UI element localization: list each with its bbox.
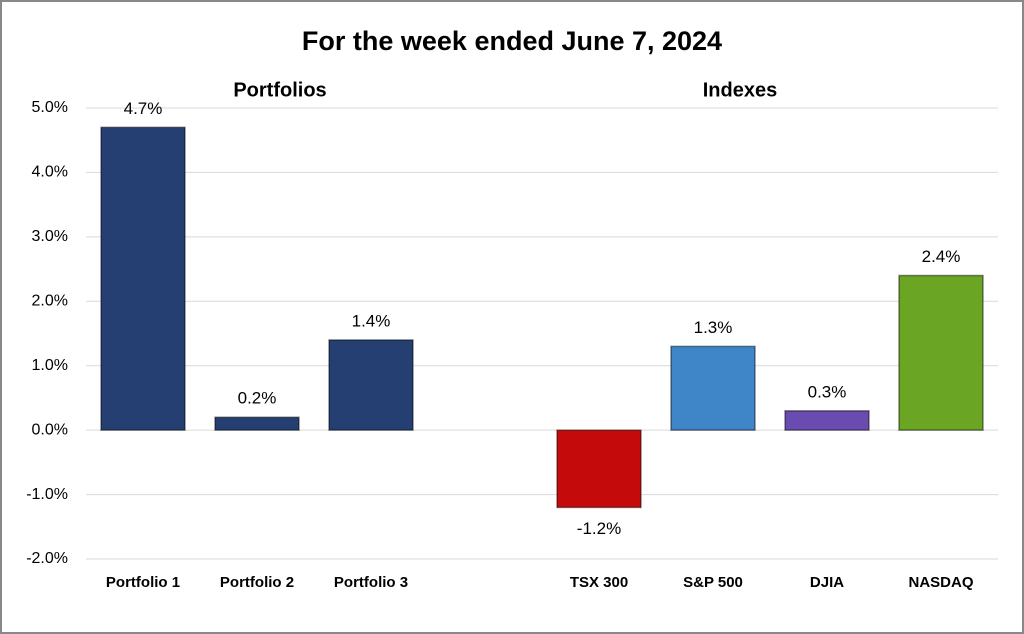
- x-tick-label: TSX 300: [570, 574, 628, 591]
- bar: [214, 416, 300, 431]
- chart-title: For the week ended June 7, 2024: [302, 26, 722, 56]
- x-tick-label: Portfolio 1: [106, 574, 180, 591]
- y-tick-label: -1.0%: [26, 486, 68, 503]
- value-label: -1.2%: [577, 519, 621, 538]
- bar: [898, 274, 984, 431]
- y-tick-label: 5.0%: [32, 99, 68, 116]
- value-label: 0.2%: [238, 389, 277, 408]
- y-tick-label: 4.0%: [32, 164, 68, 181]
- y-tick-label: 0.0%: [32, 421, 68, 438]
- x-tick-label: Portfolio 2: [220, 574, 294, 591]
- bar: [556, 429, 642, 509]
- y-tick-label: 1.0%: [32, 357, 68, 374]
- bar: [328, 339, 414, 431]
- value-label: 2.4%: [922, 247, 961, 266]
- bar: [100, 126, 186, 431]
- x-tick-label: NASDAQ: [908, 574, 973, 591]
- value-label: 1.3%: [694, 318, 733, 337]
- value-label: 4.7%: [124, 99, 163, 118]
- bar: [670, 345, 756, 431]
- bar: [784, 410, 870, 431]
- annotation: Portfolios: [233, 79, 326, 101]
- x-tick-label: Portfolio 3: [334, 574, 408, 591]
- value-label: 1.4%: [352, 311, 391, 330]
- x-tick-label: S&P 500: [683, 574, 743, 591]
- value-label: 0.3%: [808, 382, 847, 401]
- x-tick-label: DJIA: [810, 574, 844, 591]
- y-tick-label: 2.0%: [32, 293, 68, 310]
- annotation: Indexes: [703, 79, 777, 101]
- y-tick-label: -2.0%: [26, 550, 68, 567]
- y-tick-label: 3.0%: [32, 228, 68, 245]
